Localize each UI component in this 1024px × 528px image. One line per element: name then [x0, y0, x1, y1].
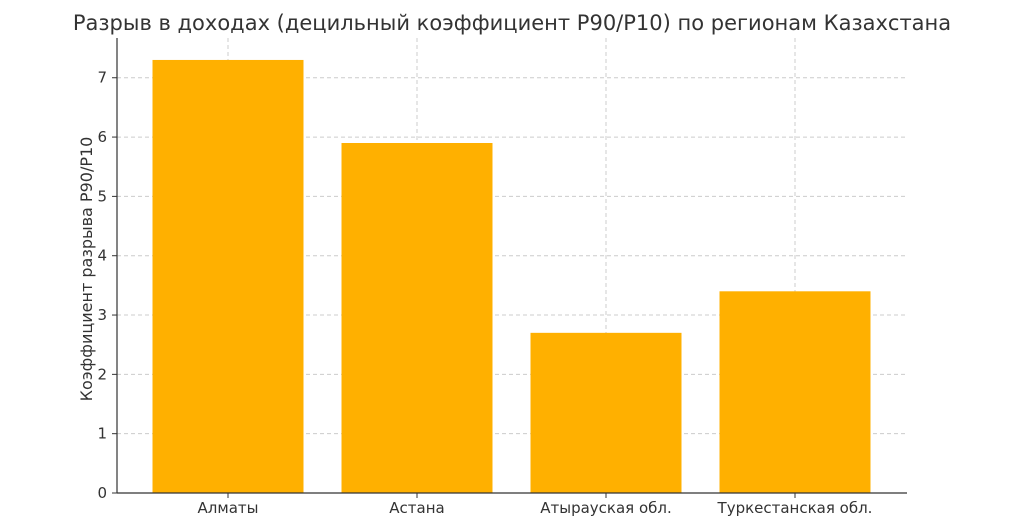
y-axis-label: Коэффициент разрыва P90/P10: [77, 137, 96, 402]
y-tick-label: 0: [97, 484, 107, 502]
x-tick-label: Туркестанская обл.: [717, 499, 873, 517]
y-tick-label: 7: [97, 69, 107, 87]
bar: [341, 143, 493, 493]
axes: [116, 38, 907, 494]
y-tick-label: 3: [97, 306, 107, 324]
bar: [719, 291, 871, 493]
y-ticks: 0 1 2 3 4 5 6 7: [97, 69, 117, 502]
y-tick-label: 4: [97, 247, 107, 265]
y-tick-label: 1: [97, 425, 107, 443]
bar: [530, 332, 682, 493]
y-tick-label: 2: [97, 365, 107, 383]
chart-title: Разрыв в доходах (децильный коэффициент …: [73, 11, 951, 35]
y-tick-label: 6: [97, 128, 107, 146]
x-tick-label: Алматы: [198, 499, 259, 517]
bar: [152, 59, 304, 493]
bars: [152, 59, 871, 493]
x-tick-label: Атырауская обл.: [540, 499, 672, 517]
x-tick-label: Астана: [389, 499, 444, 517]
x-ticks: Алматы Астана Атырауская обл. Туркестанская…: [198, 493, 873, 517]
y-tick-label: 5: [97, 187, 107, 205]
